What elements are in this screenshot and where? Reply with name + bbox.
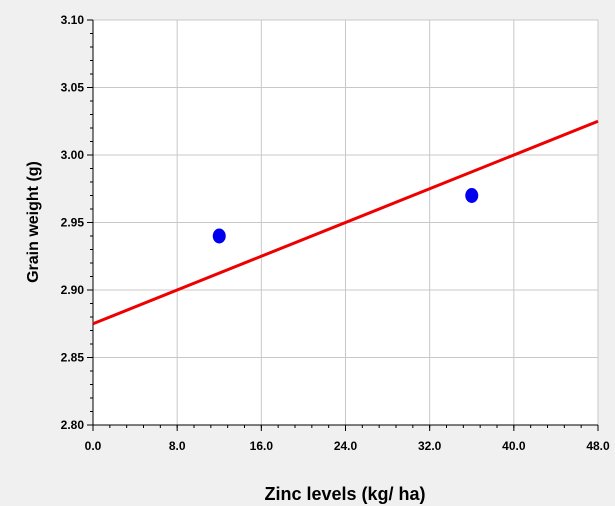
x-tick-label: 16.0	[250, 439, 274, 453]
trendline	[92, 119, 599, 326]
x-tick-label: 32.0	[418, 439, 442, 453]
data-point	[465, 188, 479, 203]
x-axis-ticks: 0.0 8.0 16.0 24.0 32.0 40.0 48.0	[85, 425, 610, 453]
x-tick-label: 48.0	[586, 439, 610, 453]
y-tick-label: 3.05	[61, 81, 85, 95]
x-tick-label: 8.0	[169, 439, 186, 453]
y-axis-title: Grain weight (g)	[25, 161, 42, 283]
y-tick-label: 3.00	[61, 148, 85, 162]
data-marks	[92, 119, 599, 326]
y-tick-label: 2.85	[61, 351, 85, 365]
y-axis-ticks: 2.80 2.85 2.90 2.95 3.00 3.05 3.10	[61, 13, 93, 432]
y-tick-label: 2.90	[61, 283, 85, 297]
y-tick-label: 3.10	[61, 13, 85, 27]
data-point	[212, 228, 226, 244]
y-tick-label: 2.80	[61, 418, 85, 432]
x-tick-label: 24.0	[334, 439, 358, 453]
x-tick-label: 40.0	[502, 439, 526, 453]
x-axis-title: Zinc levels (kg/ ha)	[264, 484, 425, 504]
x-tick-label: 0.0	[85, 439, 102, 453]
y-tick-label: 2.95	[61, 216, 85, 230]
